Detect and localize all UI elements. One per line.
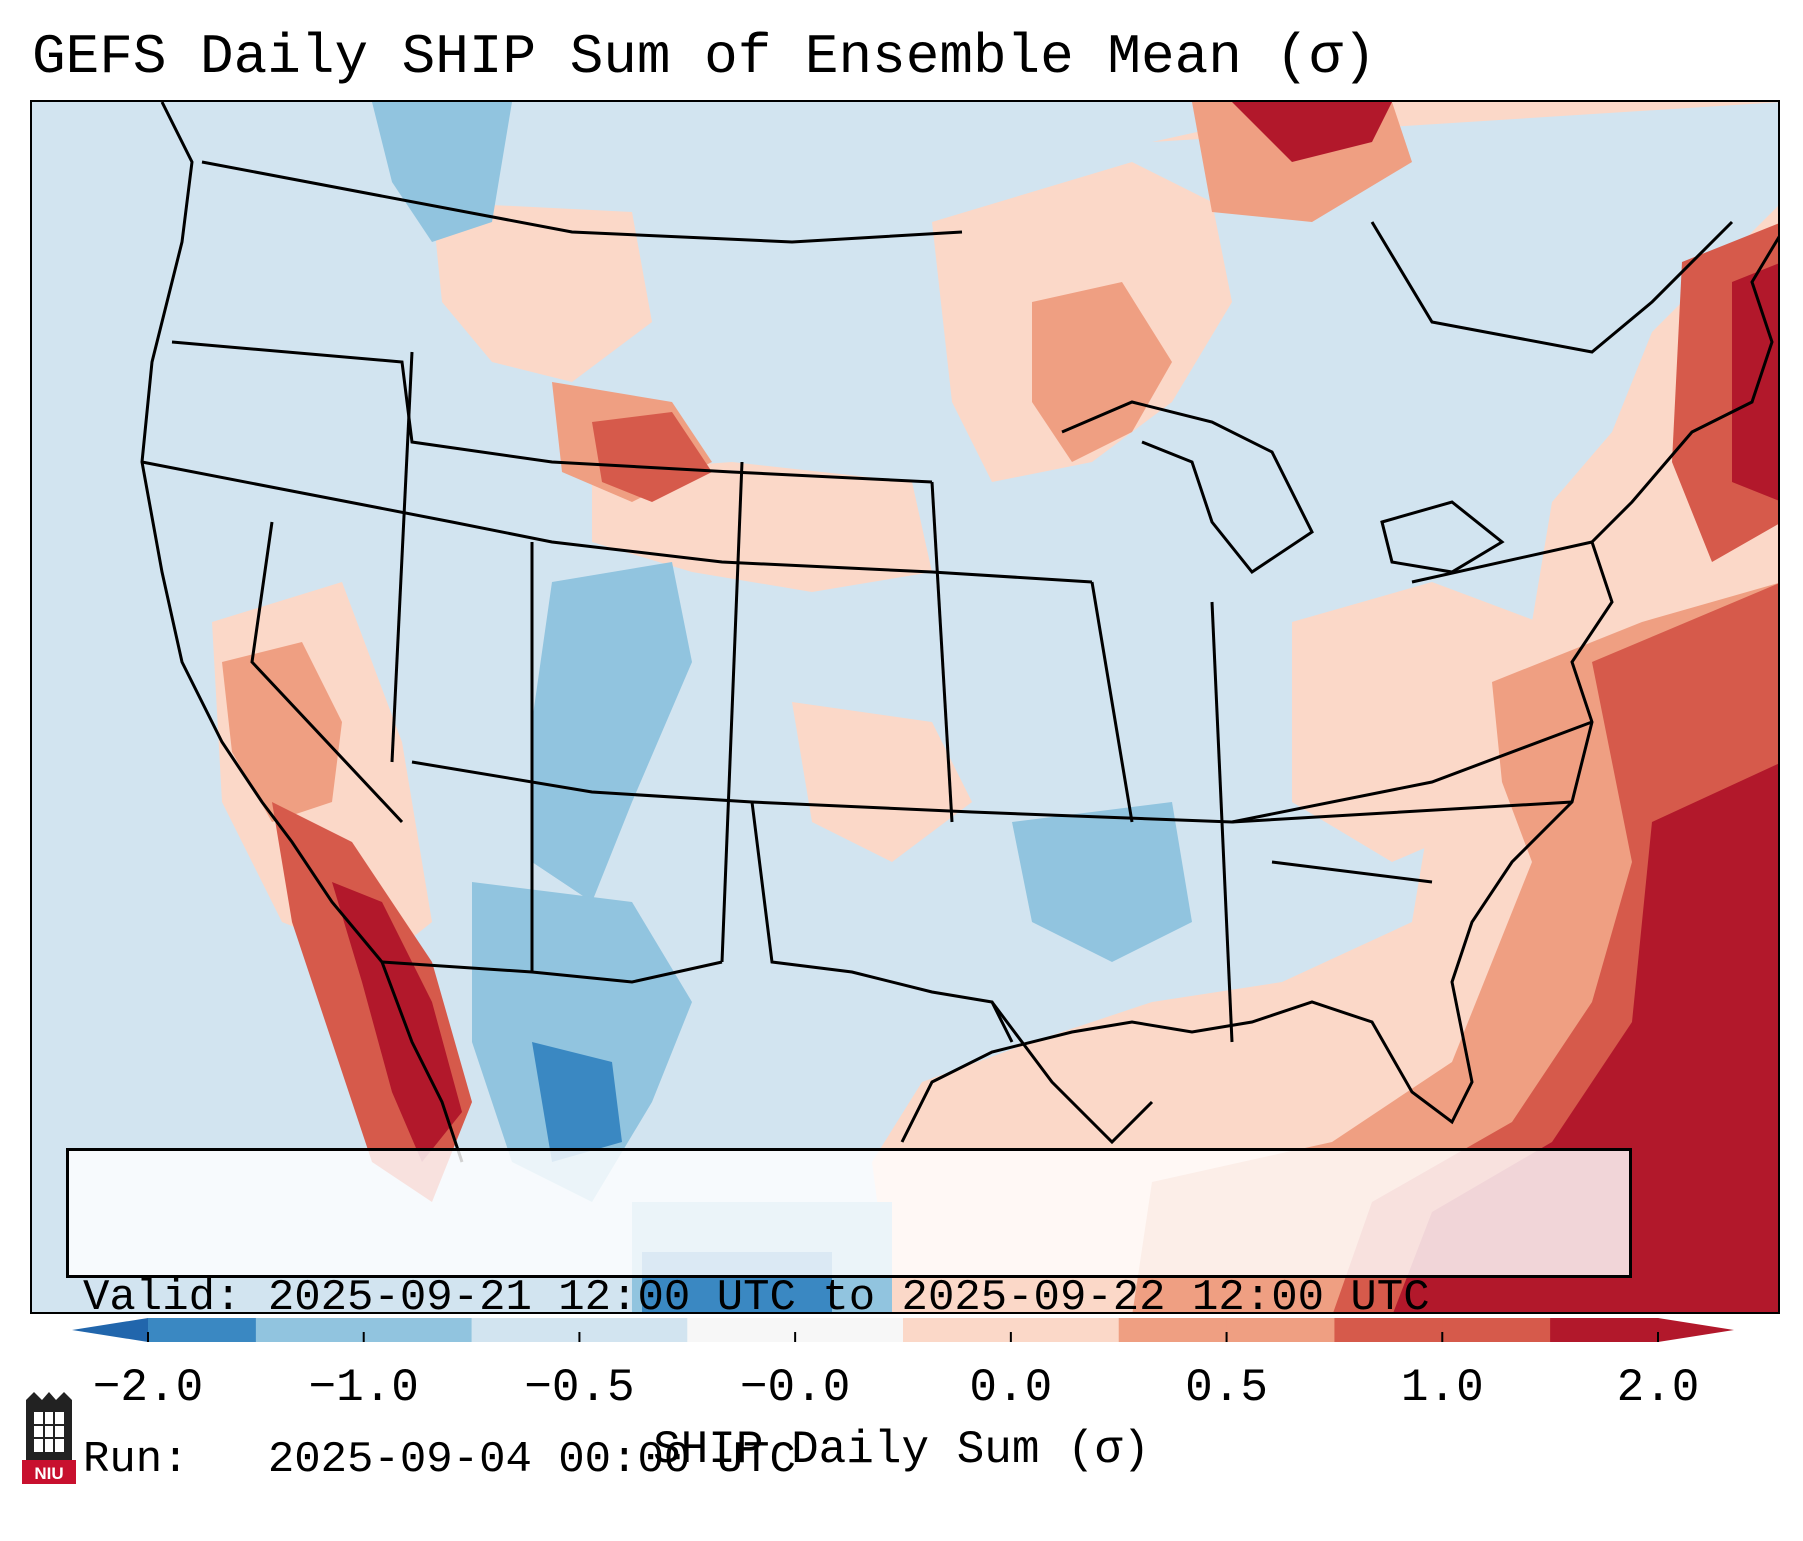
state-border (141, 460, 1093, 584)
svg-text:NIU: NIU (34, 1464, 63, 1483)
state-border (1210, 601, 1234, 1043)
state-border (990, 1001, 1154, 1145)
anomaly-patch (372, 102, 512, 242)
ship-anomaly-map (140, 102, 1778, 1312)
colorbar-bin (1442, 1318, 1551, 1342)
state-border (250, 521, 404, 824)
colorbar-tick-label: −0.5 (524, 1362, 635, 1414)
state-border (1411, 540, 1593, 584)
colorbar-bin (148, 1318, 257, 1342)
colorbar-bin (1226, 1318, 1335, 1342)
colorbar-bin (903, 1318, 1012, 1342)
state-border (390, 351, 414, 763)
boundary-layer (140, 102, 1778, 1163)
anomaly-patch (532, 1042, 622, 1162)
colorbar-bin (1550, 1318, 1659, 1342)
anomaly-patch (1012, 802, 1192, 962)
state-border (720, 461, 744, 963)
lake-shore (1380, 500, 1505, 574)
colorbar-tick-label: −2.0 (92, 1362, 204, 1414)
anomaly-patch (592, 462, 932, 592)
colorbar-tick-label: 0.0 (969, 1362, 1053, 1414)
colorbar-tick-label: −0.0 (739, 1362, 851, 1414)
state-border (1271, 860, 1433, 884)
colorbar-bin (1118, 1318, 1228, 1342)
niu-logo-icon: NIU (22, 1392, 76, 1484)
colorbar-tick-label: −1.0 (308, 1362, 419, 1414)
state-border (381, 960, 723, 984)
map-panel (30, 100, 1780, 1314)
anomaly-patch (432, 202, 652, 382)
state-border (930, 481, 954, 823)
anomaly-patch (472, 882, 692, 1202)
anomaly-patch (1232, 102, 1392, 162)
anomaly-patch (1393, 763, 1778, 1312)
state-border (1090, 581, 1134, 823)
state-border (201, 160, 963, 244)
anomaly-patch (792, 702, 972, 862)
state-border (411, 760, 1573, 824)
colorbar-bin (687, 1318, 796, 1342)
state-border (171, 340, 933, 484)
colorbar-bin (795, 1318, 904, 1342)
anomaly-patch (332, 882, 462, 1162)
run-time-text: Run: 2025-09-04 00:00 UTC (83, 1435, 796, 1485)
colorbar (72, 1318, 1734, 1342)
colorbar-bin (471, 1318, 580, 1342)
colorbar-extend-high (1658, 1318, 1734, 1342)
colorbar-bin (255, 1318, 365, 1342)
coastline (900, 235, 1778, 1143)
colorbar-tick-label: 2.0 (1616, 1362, 1700, 1414)
colorbar-tick-label: 0.5 (1185, 1362, 1268, 1414)
anomaly-patch (222, 642, 342, 822)
coastline (140, 102, 464, 1163)
colorbar-bin (1010, 1318, 1120, 1342)
colorbar-bin (363, 1318, 473, 1342)
colorbar-extend-low (72, 1318, 148, 1342)
colorbar-label: SHIP Daily Sum (σ) (653, 1424, 1150, 1476)
valid-run-info-box: Valid: 2025-09-21 12:00 UTC to 2025-09-2… (66, 1148, 1632, 1485)
state-border (1370, 220, 1734, 354)
anomaly-patch (1032, 282, 1172, 462)
colorbar-bin (579, 1318, 688, 1342)
state-border (1231, 720, 1593, 824)
colorbar-tick-label: 1.0 (1400, 1362, 1484, 1414)
anomaly-fill-layer (212, 102, 1778, 1312)
chart-title: GEFS Daily SHIP Sum of Ensemble Mean (σ) (32, 25, 1377, 89)
anomaly-patch (532, 562, 692, 902)
colorbar-bin (1334, 1318, 1443, 1342)
valid-time-text: Valid: 2025-09-21 12:00 UTC to 2025-09-2… (83, 1273, 1430, 1323)
anomaly-patch (592, 412, 712, 502)
lake-shore (1061, 400, 1314, 575)
